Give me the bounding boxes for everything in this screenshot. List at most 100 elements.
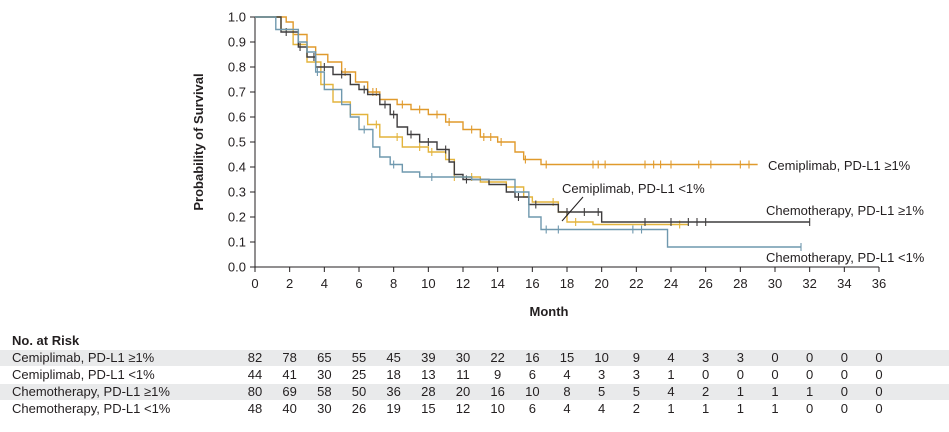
risk-value: 1 [736,401,744,416]
risk-value: 36 [386,384,401,399]
y-tick-label: 0.7 [228,85,246,100]
risk-value: 39 [421,350,436,365]
risk-value: 3 [736,350,744,365]
y-tick-label: 0.4 [228,160,246,175]
risk-value: 4 [598,401,606,416]
risk-value: 3 [632,367,640,382]
risk-value: 9 [632,350,640,365]
y-tick-label: 0.5 [228,135,246,150]
risk-value: 0 [806,367,814,382]
risk-value: 10 [594,350,609,365]
risk-value: 8 [563,384,571,399]
risk-value: 11 [456,367,470,382]
x-tick-label: 36 [872,276,886,291]
risk-value: 0 [840,367,848,382]
x-tick-label: 14 [490,276,504,291]
risk-value: 50 [351,384,367,399]
risk-value: 20 [455,384,471,399]
risk-value: 18 [386,367,401,382]
x-tick-label: 34 [837,276,851,291]
risk-value: 1 [667,367,675,382]
risk-value: 0 [840,384,848,399]
risk-value: 2 [632,401,640,416]
y-tick-label: 0.6 [228,110,246,125]
risk-value: 15 [559,350,575,365]
y-tick-label: 0.2 [228,210,246,225]
x-tick-label: 26 [698,276,712,291]
risk-table-row: Cemiplimab, PD-L1 <1% 44 41 30 25 18 13 11 9 6 4 3 3… [0,367,949,383]
x-tick-label: 10 [421,276,435,291]
risk-value: 0 [736,367,744,382]
series-label-cemiplimab-pos: Cemiplimab, PD-L1 ≥1% [768,158,911,173]
risk-value: 19 [386,401,401,416]
risk-value: 0 [806,401,814,416]
risk-value: 1 [736,384,744,399]
series-label-chemotherapy-pos: Chemotherapy, PD-L1 ≥1% [766,203,924,218]
risk-value: 1 [771,384,779,399]
risk-value: 10 [490,401,505,416]
risk-value: 0 [875,384,883,399]
x-tick-label: 30 [768,276,782,291]
risk-value: 78 [282,350,297,365]
risk-value: 4 [563,367,571,382]
risk-value: 22 [490,350,505,365]
x-axis-title: Month [530,304,569,319]
x-tick-label: 16 [525,276,539,291]
risk-value: 41 [282,367,297,382]
x-tick-label: 2 [286,276,293,291]
risk-table-row: Chemotherapy, PD-L1 <1% 48 40 30 26 19 15 12 10 6… [0,401,949,417]
series-1 [255,16,758,169]
risk-table-row: Chemotherapy, PD-L1 ≥1% 80 69 58 50 36 28 20 16 1… [0,384,949,400]
survival-curve [255,16,801,248]
series-label-cemiplimab-neg: Cemiplimab, PD-L1 <1% [562,181,705,196]
survival-curves [255,16,811,251]
risk-value: 1 [702,401,710,416]
risk-value: 10 [525,384,540,399]
risk-table-row: Cemiplimab, PD-L1 ≥1% 82 78 65 55 45 39 30 22 16 1… [0,350,949,366]
x-tick-label: 18 [560,276,574,291]
risk-value: 16 [490,384,505,399]
x-tick-label: 28 [733,276,747,291]
series-2 [255,16,689,229]
risk-value: 5 [632,384,640,399]
risk-value: 69 [282,384,297,399]
survival-curve [255,16,689,226]
risk-value: 0 [771,367,779,382]
series-label-cemiplimab-neg-leader [561,196,584,222]
series-label-chemotherapy-neg: Chemotherapy, PD-L1 <1% [766,250,925,265]
x-tick-label: 6 [355,276,362,291]
risk-value: 0 [875,367,883,382]
risk-value: 6 [528,401,536,416]
risk-row-label: Chemotherapy, PD-L1 ≥1% [12,384,170,399]
x-tick-label: 4 [321,276,328,291]
x-tick-label: 20 [594,276,608,291]
y-tick-label: 0.9 [228,35,246,50]
risk-value: 1 [667,401,675,416]
risk-table-title: No. at Risk [12,333,80,348]
risk-value: 15 [421,401,436,416]
risk-value: 65 [317,350,332,365]
risk-value: 58 [317,384,332,399]
risk-value: 9 [494,367,502,382]
risk-value: 44 [247,367,263,382]
risk-value: 28 [421,384,436,399]
risk-value: 0 [806,350,814,365]
x-tick-label: 24 [664,276,678,291]
risk-row-label: Cemiplimab, PD-L1 ≥1% [12,350,155,365]
risk-value: 3 [598,367,606,382]
risk-value: 4 [563,401,571,416]
risk-value: 4 [667,384,675,399]
risk-value: 4 [667,350,675,365]
risk-value: 16 [525,350,540,365]
y-axis-title: Probability of Survival [191,73,206,210]
risk-value: 0 [840,401,848,416]
y-tick-label: 0.8 [228,60,246,75]
risk-value: 12 [455,401,471,416]
risk-value: 45 [386,350,401,365]
risk-value: 25 [351,367,367,382]
risk-value: 0 [840,350,848,365]
risk-row-label: Chemotherapy, PD-L1 <1% [12,401,171,416]
x-tick-label: 12 [456,276,470,291]
y-tick-label: 0.0 [228,260,246,275]
